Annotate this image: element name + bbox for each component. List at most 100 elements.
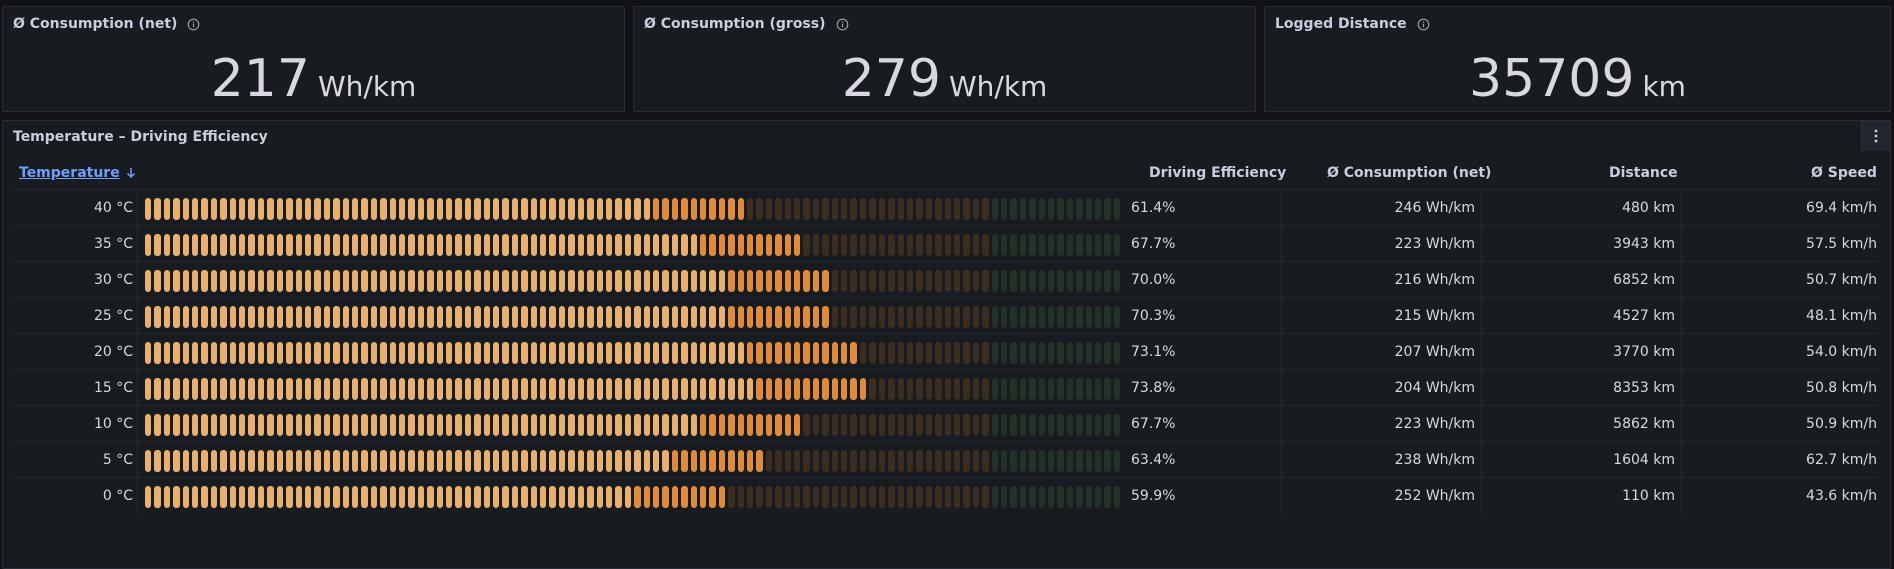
gauge-segment — [991, 378, 998, 400]
gauge-segment — [464, 414, 472, 436]
gauge-segment — [493, 306, 500, 328]
gauge-segment — [154, 450, 161, 472]
gauge-segment — [859, 378, 867, 400]
gauge-segment — [1085, 270, 1093, 292]
cell-speed: 43.6 km/h — [1806, 488, 1877, 504]
gauge-segment — [483, 342, 491, 364]
gauge-segment — [690, 306, 697, 328]
gauge-segment — [718, 306, 726, 328]
gauge-segment — [1010, 306, 1017, 328]
gauge-segment — [690, 486, 697, 508]
gauge-segment — [210, 234, 218, 256]
gauge-segment — [464, 378, 472, 400]
gauge-segment — [370, 378, 378, 400]
gauge-segment — [747, 270, 754, 292]
gauge-segment — [276, 414, 284, 436]
gauge-segment — [436, 450, 443, 472]
gauge-segment — [521, 486, 528, 508]
gauge-segment — [991, 486, 998, 508]
gauge-segment — [408, 234, 415, 256]
gauge-segment — [859, 270, 867, 292]
gauge-segment — [888, 486, 895, 508]
gauge-segment — [775, 306, 782, 328]
gauge-segment — [295, 234, 302, 256]
gauge-segment — [220, 270, 227, 292]
gauge-segment — [963, 198, 970, 220]
gauge-segment — [163, 270, 171, 292]
gauge-segment — [643, 306, 650, 328]
gauge-segment — [596, 342, 603, 364]
info-icon[interactable] — [187, 18, 200, 31]
cell-driving-efficiency: 61.4% — [1131, 200, 1176, 216]
gauge-segment — [1010, 450, 1017, 472]
gauge-segment — [427, 270, 434, 292]
gauge-segment — [869, 378, 876, 400]
gauge-segment — [643, 450, 650, 472]
gauge-segment — [173, 378, 180, 400]
gauge-segment — [417, 306, 425, 328]
column-header-driving-efficiency[interactable]: Driving Efficiency — [1149, 165, 1287, 181]
gauge-segment — [812, 306, 820, 328]
gauge-segment — [201, 306, 208, 328]
gauge-segment — [935, 450, 942, 472]
gauge-segment — [587, 414, 594, 436]
column-header-consumption[interactable]: Ø Consumption (net) — [1327, 165, 1492, 181]
gauge-segment — [220, 198, 227, 220]
gauge-segment — [295, 450, 302, 472]
efficiency-gauge — [145, 486, 1121, 508]
gauge-segment — [690, 450, 697, 472]
stat-value: 279 Wh/km — [634, 49, 1255, 109]
gauge-segment — [568, 198, 575, 220]
gauge-segment — [615, 306, 622, 328]
gauge-segment — [991, 198, 998, 220]
gauge-segment — [812, 378, 820, 400]
gauge-segment — [1048, 450, 1055, 472]
gauge-segment — [878, 198, 886, 220]
gauge-segment — [1038, 306, 1045, 328]
info-icon[interactable] — [836, 18, 849, 31]
gauge-segment — [267, 486, 274, 508]
gauge-segment — [850, 270, 857, 292]
gauge-segment — [822, 414, 829, 436]
stat-panel-consumption-gross: Ø Consumption (gross) 279 Wh/km — [633, 6, 1256, 112]
gauge-segment — [530, 450, 538, 472]
gauge-segment — [201, 414, 208, 436]
gauge-segment — [163, 414, 171, 436]
gauge-segment — [549, 414, 556, 436]
gauge-segment — [972, 450, 980, 472]
gauge-segment — [446, 234, 453, 256]
gauge-segment — [427, 486, 434, 508]
stat-number: 217 — [210, 49, 310, 109]
gauge-segment — [953, 342, 961, 364]
column-header-distance[interactable]: Distance — [1609, 165, 1678, 181]
gauge-segment — [1019, 414, 1027, 436]
gauge-segment — [530, 414, 538, 436]
gauge-segment — [878, 486, 886, 508]
info-icon[interactable] — [1417, 18, 1430, 31]
gauge-segment — [1113, 306, 1121, 328]
gauge-segment — [991, 270, 998, 292]
gauge-segment — [765, 306, 773, 328]
menu-vertical-icon — [1874, 129, 1878, 143]
gauge-segment — [747, 414, 754, 436]
cell-distance: 6852 km — [1613, 272, 1675, 288]
column-header-temperature[interactable]: Temperature — [19, 165, 136, 181]
gauge-segment — [690, 378, 697, 400]
gauge-segment — [182, 342, 190, 364]
gauge-segment — [859, 234, 867, 256]
gauge-segment — [596, 414, 603, 436]
gauge-segment — [1038, 234, 1045, 256]
stat-title-text: Ø Consumption (net) — [13, 16, 178, 32]
column-header-speed[interactable]: Ø Speed — [1811, 165, 1877, 181]
gauge-segment — [361, 198, 368, 220]
gauge-segment — [765, 198, 773, 220]
gauge-segment — [511, 234, 519, 256]
gauge-segment — [944, 450, 951, 472]
gauge-segment — [972, 198, 980, 220]
gauge-segment — [615, 414, 622, 436]
gauge-segment — [568, 270, 575, 292]
panel-menu-button[interactable] — [1861, 121, 1890, 151]
gauge-segment — [747, 234, 754, 256]
table-row: 30 °C 70.0% 216 Wh/km 6852 km 50.7 km/h — [13, 261, 1877, 298]
cell-speed: 62.7 km/h — [1806, 452, 1877, 468]
